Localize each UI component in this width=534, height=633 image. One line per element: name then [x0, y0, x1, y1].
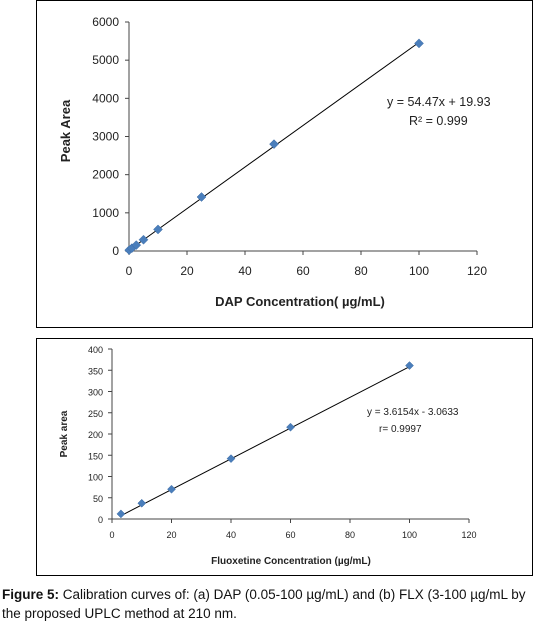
data-point	[137, 498, 147, 508]
y-tick-label: 100	[88, 473, 103, 483]
x-tick-label: 0	[126, 264, 133, 278]
y-tick-label: 0	[112, 244, 119, 258]
data-point	[405, 361, 414, 370]
data-point	[226, 454, 236, 464]
y-tick-label: 200	[88, 430, 103, 440]
data-point	[286, 422, 295, 432]
y-tick-label: 5000	[92, 53, 119, 67]
y-tick-label: 400	[88, 345, 103, 355]
chart-a: 0 1000 2000 3000 4000 5000 6000 0 20 40 60 80 100 12…	[58, 15, 491, 309]
data-point	[138, 234, 149, 245]
chart-a-r2: R² = 0.999	[409, 114, 468, 128]
data-point	[196, 192, 207, 202]
y-tick-label: 50	[93, 494, 103, 504]
y-tick-label: 3000	[92, 130, 119, 144]
x-tick-label: 40	[226, 530, 236, 540]
y-tick-label: 350	[88, 366, 103, 376]
x-tick-label: 0	[109, 530, 114, 540]
x-tick-label: 60	[296, 264, 310, 278]
x-tick-label: 40	[238, 264, 252, 278]
caption-label: Figure 5:	[2, 587, 60, 602]
chart-a-xlabel: DAP Concentration( µg/mL)	[215, 294, 385, 309]
data-point	[269, 139, 279, 149]
chart-b-equation: y = 3.6154x - 3.0633	[367, 407, 459, 418]
data-point	[116, 509, 126, 519]
chart-b: 0 50 100 150 200 250 300 350 400 0 20 40 60 80 100 120…	[59, 345, 477, 567]
x-tick-label: 100	[409, 264, 429, 278]
x-tick-label: 20	[180, 264, 194, 278]
x-tick-label: 80	[354, 264, 368, 278]
caption-text: Calibration curves of: (a) DAP (0.05-100…	[2, 587, 526, 621]
y-tick-label: 6000	[92, 15, 119, 29]
x-tick-label: 120	[461, 530, 476, 540]
y-tick-label: 2000	[92, 168, 119, 182]
data-point	[153, 224, 163, 235]
chart-b-trendline	[120, 366, 410, 517]
y-tick-label: 300	[88, 388, 103, 398]
chart-a-panel: 0 1000 2000 3000 4000 5000 6000 0 20 40 60 80 100 12…	[36, 0, 533, 328]
y-tick-label: 150	[88, 451, 103, 461]
x-tick-label: 120	[467, 264, 487, 278]
x-tick-label: 80	[345, 530, 355, 540]
x-tick-label: 60	[285, 530, 295, 540]
x-tick-label: 20	[166, 530, 176, 540]
y-tick-label: 0	[98, 515, 103, 525]
chart-b-panel: 0 50 100 150 200 250 300 350 400 0 20 40 60 80 100 120…	[36, 338, 533, 576]
chart-b-ylabel: Peak area	[59, 410, 70, 457]
chart-a-equation: y = 54.47x + 19.93	[387, 95, 491, 109]
figure-caption: Figure 5: Calibration curves of: (a) DAP…	[2, 585, 532, 623]
data-point	[167, 484, 176, 494]
x-tick-label: 100	[402, 530, 417, 540]
chart-b-r: r= 0.9997	[379, 424, 422, 435]
data-point	[414, 38, 424, 49]
data-point	[131, 240, 142, 250]
y-tick-label: 4000	[92, 91, 119, 105]
chart-a-ylabel: Peak Area	[58, 99, 73, 162]
chart-b-xlabel: Fluoxetine Concentration (µg/mL)	[211, 556, 371, 567]
y-tick-label: 1000	[92, 206, 119, 220]
y-tick-label: 250	[88, 409, 103, 419]
